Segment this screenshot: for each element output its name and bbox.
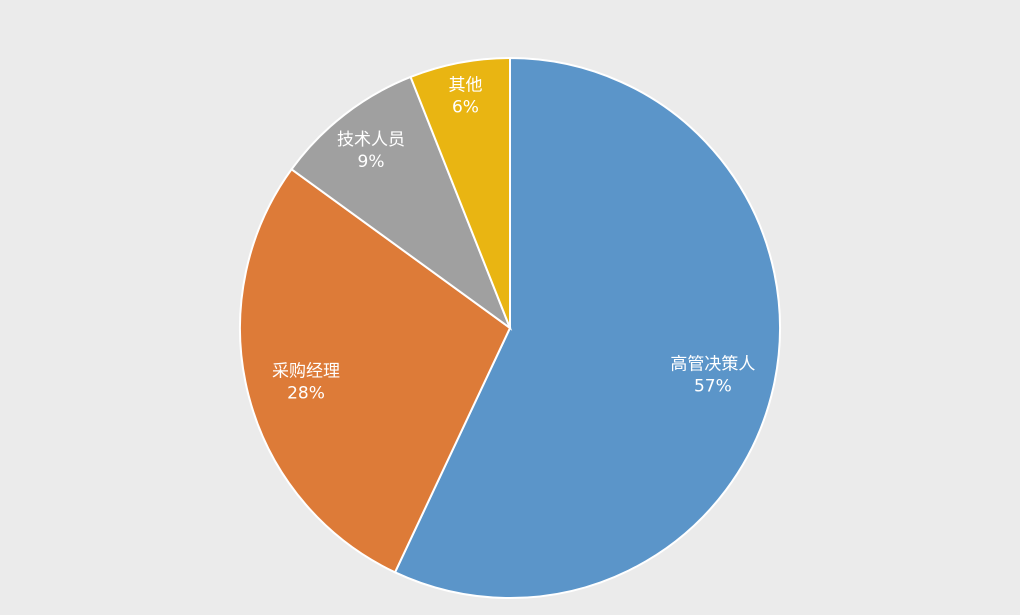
slice-category-label: 技术人员	[337, 130, 405, 150]
slice-percent-label: 9%	[358, 152, 385, 172]
slice-percent-label: 57%	[694, 376, 732, 396]
pie-slice	[409, 56, 511, 329]
slice-percent-label: 28%	[287, 383, 325, 403]
slice-percent-label: 6%	[452, 98, 479, 118]
pie-slice	[290, 75, 513, 331]
slice-category-label: 采购经理	[272, 361, 340, 381]
slice-category-label: 高管决策人	[670, 354, 755, 374]
pie-slice	[393, 56, 781, 599]
slice-category-label: 其他	[448, 76, 482, 96]
pie-slice	[239, 167, 512, 574]
